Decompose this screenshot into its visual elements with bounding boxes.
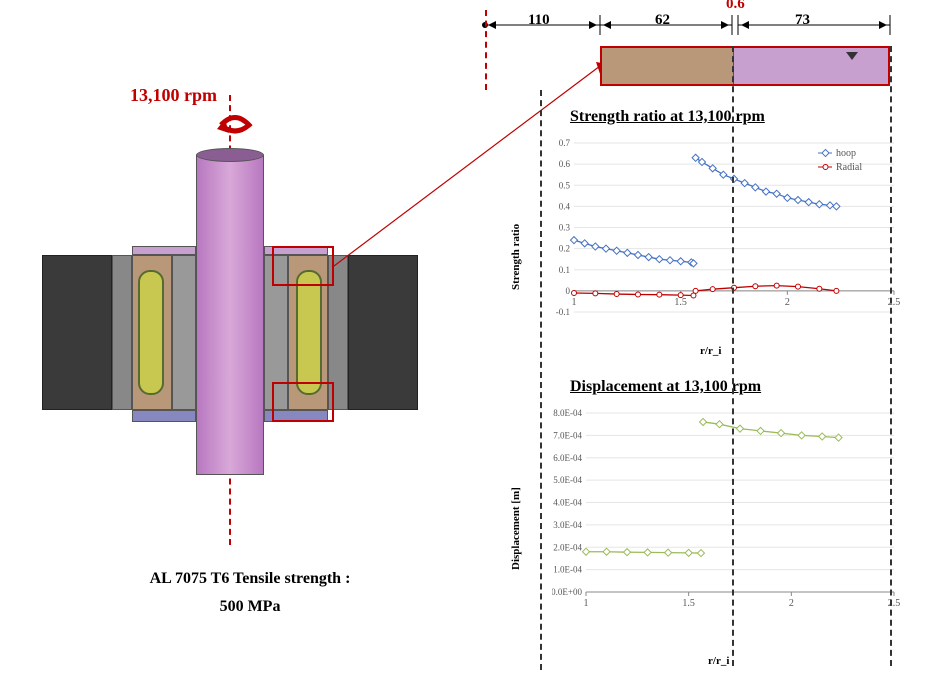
dim-seg2: 62 [655, 12, 670, 29]
svg-text:2: 2 [785, 297, 790, 308]
svg-text:0.5: 0.5 [559, 180, 571, 190]
material-line1: AL 7075 T6 Tensile strength : [90, 570, 410, 588]
svg-text:0.4: 0.4 [559, 201, 571, 211]
dim-gap: 0.6 [726, 0, 745, 13]
svg-text:0.6: 0.6 [559, 159, 571, 169]
rotor-outer-left [42, 255, 112, 410]
svg-text:2.0E-04: 2.0E-04 [553, 542, 582, 552]
strength-ylabel: Strength ratio [510, 224, 522, 290]
rotor-mid-left [112, 255, 132, 410]
disp-xlabel: r/r_i [708, 655, 729, 667]
rotor-outer-right [348, 255, 418, 410]
callout-box-bottom [272, 382, 334, 422]
svg-text:0.3: 0.3 [559, 223, 571, 233]
svg-text:1.0E-04: 1.0E-04 [553, 565, 582, 575]
dim-seg3: 73 [795, 12, 810, 29]
section-bar [600, 46, 890, 86]
svg-text:-0.1: -0.1 [556, 307, 570, 317]
strength-xlabel: r/r_i [700, 345, 721, 357]
svg-text:3.0E-04: 3.0E-04 [553, 520, 582, 530]
svg-text:4.0E-04: 4.0E-04 [553, 498, 582, 508]
guide-xmid [732, 46, 734, 666]
svg-text:1.5: 1.5 [674, 297, 687, 308]
rpm-label: 13,100 rpm [130, 85, 217, 106]
dim-seg1: 110 [528, 12, 550, 29]
cap-top-left [132, 246, 196, 255]
svg-text:1: 1 [572, 297, 577, 308]
cap-bottom-left [132, 410, 196, 422]
svg-text:5.0E-04: 5.0E-04 [553, 475, 582, 485]
material-text: AL 7075 T6 Tensile strength : 500 MPa [90, 570, 410, 616]
svg-text:7.0E-04: 7.0E-04 [553, 430, 582, 440]
guide-x1 [540, 90, 542, 670]
section-left [602, 48, 734, 84]
callout-box-top [272, 246, 334, 286]
svg-text:hoop: hoop [836, 148, 856, 159]
shaft [196, 155, 264, 475]
svg-text:Radial: Radial [836, 162, 862, 173]
section-notch-icon [846, 52, 858, 60]
svg-text:0.0E+00: 0.0E+00 [552, 587, 582, 597]
guide-xend [890, 46, 892, 666]
svg-text:0.1: 0.1 [559, 265, 570, 275]
svg-text:0.7: 0.7 [559, 138, 571, 148]
disp-ylabel: Displacement [m] [510, 487, 522, 570]
strength-chart: -0.100.10.20.30.40.50.60.711.522.5hoopRa… [540, 135, 900, 340]
right-panel: 110 62 0.6 73 Strength ratio at 13,100 r… [460, 0, 926, 699]
rotation-arrow-icon [215, 105, 255, 145]
svg-text:2: 2 [789, 598, 794, 609]
svg-text:0.2: 0.2 [559, 244, 570, 254]
section-right [734, 48, 888, 84]
svg-text:0: 0 [566, 286, 571, 296]
svg-text:1.5: 1.5 [682, 598, 695, 609]
left-diagram-panel: 13,100 rpm AL 7075 T6 Tensile strength : [0, 0, 460, 699]
radial-origin-line [485, 10, 487, 90]
displacement-chart: 0.0E+00 1.0E-04 2.0E-04 3.0E-04 4.0E-04 5.0E-… [552, 405, 900, 620]
svg-text:8.0E-04: 8.0E-04 [553, 408, 582, 418]
material-line2: 500 MPa [90, 598, 410, 616]
strength-chart-title: Strength ratio at 13,100 rpm [570, 108, 765, 126]
shaft-top-ellipse [196, 148, 264, 162]
svg-text:1: 1 [584, 598, 589, 609]
magnet-right [296, 270, 322, 395]
magnet-left [138, 270, 164, 395]
rotor-inner-left [172, 255, 196, 410]
svg-text:6.0E-04: 6.0E-04 [553, 453, 582, 463]
